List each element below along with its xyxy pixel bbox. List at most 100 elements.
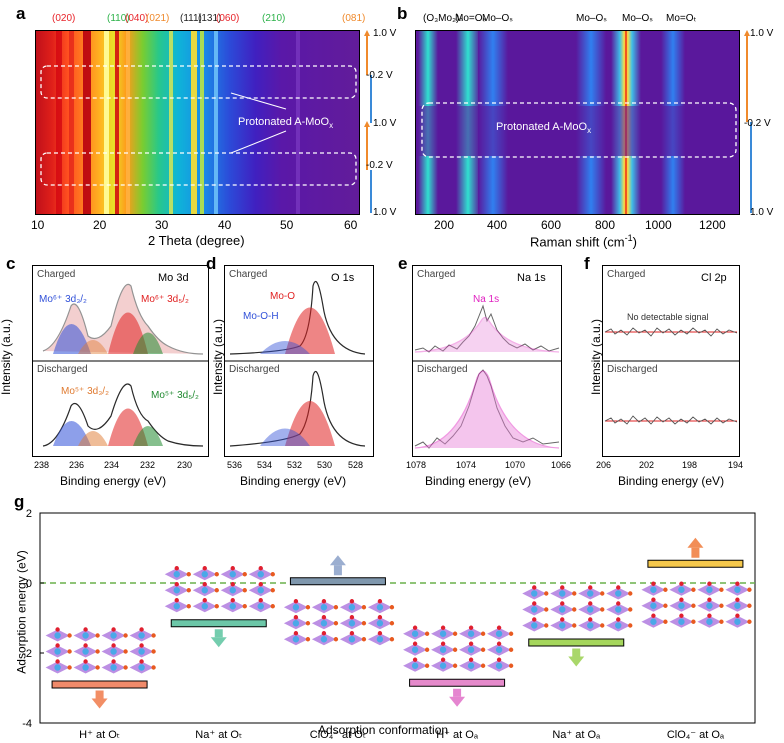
xrd-xlabel: 2 Theta (degree) (148, 233, 245, 248)
xps-c-title: Mo 3d (158, 272, 189, 284)
xps-d-frame: Charged O 1s Mo-O Mo-O-H Discharged (224, 265, 374, 457)
molecular-structure-icon (283, 599, 395, 646)
arrow-up-icon (691, 547, 700, 558)
arrow-down-icon (568, 656, 585, 667)
raman-peak-label: (O₃Mo₂)ₙ (423, 13, 464, 24)
category-label: H⁺ at Oₜ (79, 729, 120, 741)
molecular-structure-icon (641, 581, 752, 628)
xrd-annotation: Protonated A-MoOx (238, 116, 334, 131)
xrd-peak-081: (081) (342, 13, 366, 24)
xrd-peak-131: (131) (198, 13, 222, 24)
xrd-xtick: 50 (280, 218, 294, 232)
xps-d-xtick: 536 (227, 460, 243, 470)
xps-d-xtick: 534 (257, 460, 273, 470)
xrd-peak-110: (110) (107, 13, 130, 24)
raman-peak-label: Mo=Oₛ (455, 13, 487, 24)
xps-f-xtick: 202 (639, 460, 655, 470)
xps-c-xtick: 236 (69, 460, 85, 470)
raman-voltage-label: 1.0 V (750, 28, 774, 39)
xps-f-charged: Charged (607, 269, 646, 280)
plot-frame (39, 512, 756, 724)
xrd-xtick: 20 (93, 218, 107, 232)
energy-bar (51, 680, 148, 689)
xps-c-discharged: Discharged (37, 364, 88, 375)
xps-f-xtick: 194 (728, 460, 744, 470)
xps-f-xtick: 206 (596, 460, 612, 470)
raman-peak-label: Mo=Oₜ (666, 13, 697, 24)
xrd-peak-040: (040) (125, 13, 149, 24)
xps-c-ylabel: Intensity (a.u.) (0, 318, 14, 396)
raman-xtick: 200 (434, 218, 455, 232)
xrd-peak-020: (020) (52, 13, 76, 24)
panel-b-label: b (397, 4, 408, 23)
energy-bar (289, 577, 386, 586)
molecular-structure-icon (403, 625, 514, 672)
raman-xtick: 800 (595, 218, 616, 232)
xps-d-peak2: Mo-O-H (243, 311, 279, 322)
xrd-peak-021: (021) (146, 13, 170, 24)
xps-e-discharged: Discharged (417, 364, 468, 375)
xps-e-xtick: 1074 (456, 460, 477, 470)
xps-c-xlabel: Binding energy (eV) (60, 474, 167, 488)
xps-d-xtick: 530 (317, 460, 333, 470)
y-tick-label: -4 (22, 718, 32, 730)
xps-c-xtick: 230 (177, 460, 193, 470)
xrd-peak-111: (111) (180, 13, 202, 24)
xps-e-xlabel: Binding energy (eV) (425, 474, 532, 488)
xps-e-charged: Charged (417, 269, 456, 280)
xps-e-title: Na 1s (517, 272, 546, 284)
xrd-voltage-label: -0.2 V (366, 160, 393, 171)
raman-annotation: Protonated A-MoOx (496, 121, 592, 136)
arrow-up-icon (333, 565, 342, 576)
arrow-down-icon (449, 696, 466, 707)
arrow-down-icon (214, 629, 223, 638)
xps-c-charged: Charged (37, 269, 76, 280)
xps-e-xtick: 1078 (406, 460, 427, 470)
energy-bar (647, 559, 744, 568)
xrd-voltage-label: -0.2 V (366, 70, 393, 81)
xps-f-frame: Charged Cl 2p No detectable signal Disch… (602, 265, 740, 457)
xps-e-frame: Charged Na 1s Na 1s Discharged (412, 265, 562, 457)
arrow-down-icon (91, 698, 108, 709)
xps-f-discharged: Discharged (607, 364, 658, 375)
xps-e-xtick: 1070 (505, 460, 526, 470)
raman-xtick: 1000 (645, 218, 672, 232)
xps-f-title: Cl 2p (701, 272, 727, 284)
xps-d-xtick: 532 (287, 460, 303, 470)
xps-c-mo6-b: Mo⁶⁺ 3d₅/₂ (141, 294, 189, 305)
xrd-voltage-label: 1.0 V (373, 118, 397, 129)
xps-d-peak1: Mo-O (270, 291, 295, 302)
arrow-down-icon (453, 688, 462, 697)
y-tick-label: -2 (22, 648, 32, 660)
raman-voltage-axis (744, 30, 752, 213)
xps-d-discharged: Discharged (229, 364, 280, 375)
category-label: ClO₄⁻ at Oₜ (310, 729, 366, 741)
raman-xlabel: Raman shift (cm-1) (530, 233, 637, 250)
raman-peak-label: Mo–Oₛ (576, 13, 607, 24)
y-tick-label: 2 (26, 508, 32, 520)
xrd-voltage-label: 1.0 V (373, 207, 397, 218)
xps-c-mo6-a: Mo⁶⁺ 3d₃/₂ (39, 294, 87, 305)
xps-c-frame: Charged Mo 3d Mo⁶⁺ 3d₃/₂ Mo⁶⁺ 3d₅/₂ Disc… (32, 265, 209, 457)
xps-d-ylabel: Intensity (a.u.) (211, 318, 226, 396)
category-label: H⁺ at Oₐ (436, 729, 479, 741)
xps-c-mo5-b: Mo⁵⁺ 3d₅/₂ (151, 390, 199, 401)
panel-e-label: e (398, 254, 408, 273)
arrow-down-icon (210, 637, 227, 648)
xps-f-xtick: 198 (682, 460, 698, 470)
xps-d-xlabel: Binding energy (eV) (240, 474, 347, 488)
category-label: Na⁺ at Oₜ (195, 729, 242, 741)
panel-g-label: g (14, 492, 25, 511)
panel-d-label: d (206, 254, 217, 273)
y-tick-label: 0 (26, 578, 32, 590)
xrd-peak-060: (060) (216, 13, 240, 24)
arrow-down-icon (572, 648, 581, 657)
molecular-structure-icon (45, 627, 156, 674)
xps-c-xtick: 232 (140, 460, 156, 470)
raman-voltage-label: 1.0 V (750, 207, 774, 218)
xrd-peak-210: (210) (262, 13, 286, 24)
xps-c-mo5-a: Mo⁵⁺ 3d₃/₂ (61, 386, 109, 397)
raman-xtick: 1200 (699, 218, 726, 232)
panel-f-label: f (584, 254, 590, 273)
raman-peak-label: Mo–Oₛ (482, 13, 513, 24)
